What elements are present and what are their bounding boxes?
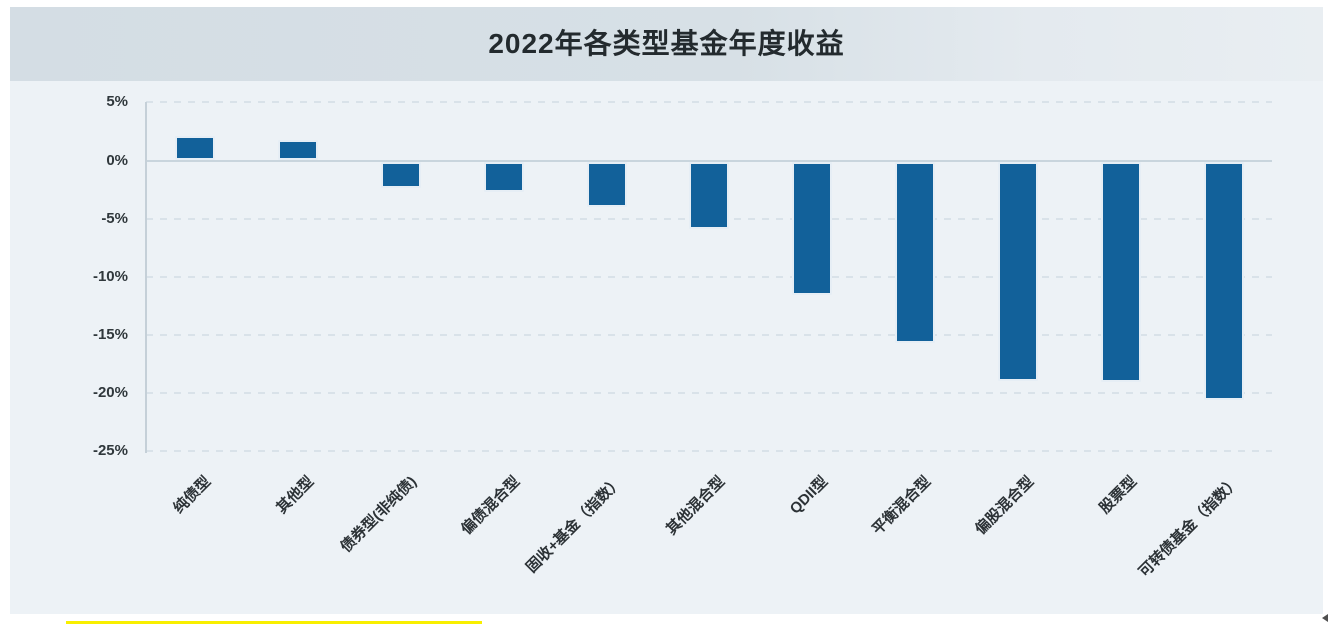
zero-axis-line bbox=[146, 159, 1272, 162]
highlight-strip bbox=[66, 621, 482, 624]
bar-7 bbox=[895, 161, 936, 343]
y-tick-label: -5% bbox=[101, 209, 128, 227]
y-tick-label: -15% bbox=[92, 325, 128, 343]
bar-1 bbox=[277, 139, 318, 161]
gridline--15% bbox=[146, 333, 1272, 336]
chart-area: 5% 0% -5% -10% -15% -20% -25% 纯债型 其他型 债券型(非纯债) 偏债混… bbox=[10, 81, 1323, 614]
y-tick-label: -25% bbox=[92, 442, 128, 459]
gridline--20% bbox=[146, 391, 1272, 394]
y-tick-label: -20% bbox=[92, 383, 128, 401]
bar-8 bbox=[998, 161, 1039, 382]
bar-0 bbox=[175, 136, 215, 161]
chart-title-band: 2022年各类型基金年度收益 bbox=[10, 7, 1323, 81]
bar-9 bbox=[1100, 161, 1141, 383]
gridline--10% bbox=[146, 275, 1272, 278]
corner-arrow-icon bbox=[1322, 614, 1328, 622]
bar-2 bbox=[380, 161, 421, 189]
bar-10 bbox=[1203, 161, 1244, 400]
bar-5 bbox=[689, 161, 730, 229]
y-tick-label: 5% bbox=[106, 93, 128, 111]
chart-title: 2022年各类型基金年度收益 bbox=[488, 28, 845, 59]
y-axis-line bbox=[145, 102, 147, 453]
gridline-5% bbox=[146, 101, 1272, 104]
gridline--25% bbox=[146, 450, 1272, 452]
bar-4 bbox=[586, 161, 627, 207]
x-axis-label: 可转债基金（指数） bbox=[1135, 473, 1243, 581]
y-tick-label: -10% bbox=[92, 267, 128, 285]
bar-3 bbox=[483, 161, 524, 192]
bar-6 bbox=[792, 161, 833, 296]
y-tick-label: 0% bbox=[106, 151, 128, 169]
